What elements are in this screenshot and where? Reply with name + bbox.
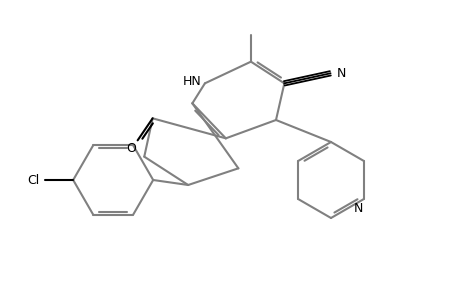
Text: Cl: Cl [27, 173, 39, 187]
Text: O: O [126, 142, 136, 155]
Text: N: N [336, 67, 345, 80]
Text: N: N [353, 202, 363, 215]
Text: HN: HN [183, 75, 202, 88]
